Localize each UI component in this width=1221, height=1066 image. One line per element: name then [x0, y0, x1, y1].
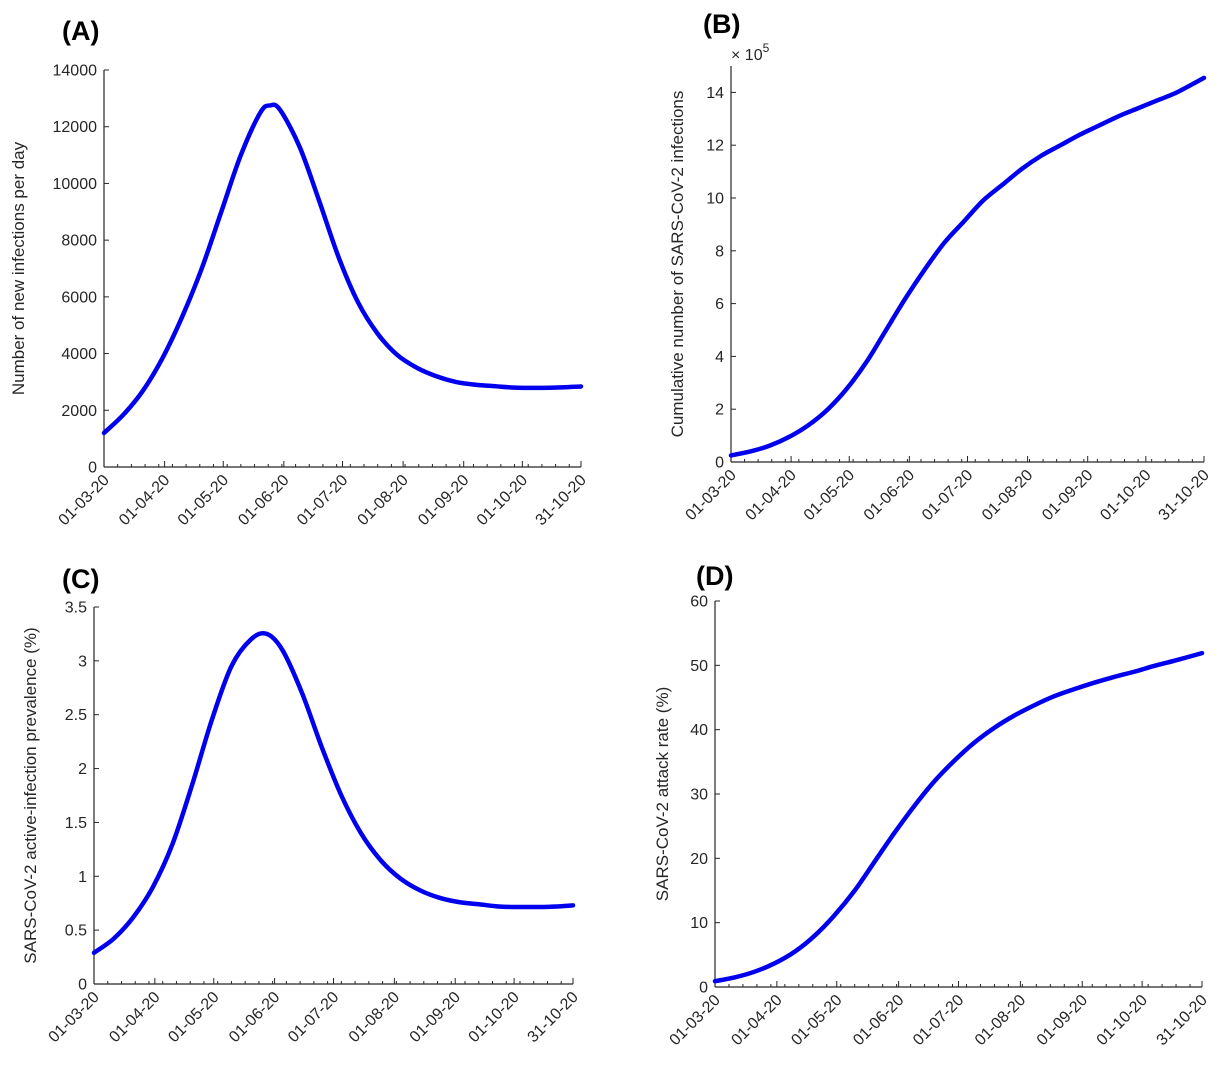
series-line — [728, 75, 1207, 458]
y-tick-label: 3.5 — [65, 600, 87, 617]
x-tick-label: 01-10-20 — [1097, 467, 1154, 524]
x-tick-label: 01-03-20 — [683, 467, 740, 524]
x-tick-label: 01-07-20 — [285, 989, 342, 1046]
x-tick-label: 01-03-20 — [667, 992, 724, 1049]
x-tick-label: 31-10-20 — [1154, 992, 1211, 1049]
y-tick-label: 60 — [690, 594, 708, 611]
y-tick-label: 2.5 — [65, 707, 87, 724]
y-tick-label: 20 — [690, 851, 708, 868]
y-tick-label: 0 — [88, 460, 97, 477]
x-tick-label: 01-08-20 — [355, 472, 412, 529]
x-tick-label: 01-05-20 — [788, 992, 845, 1049]
y-tick-label: 0 — [78, 977, 87, 994]
series-line — [91, 631, 576, 956]
x-tick-label: 01-08-20 — [346, 989, 403, 1046]
y-tick-label: 6000 — [61, 289, 97, 306]
y-exponent-label: × 105 — [731, 41, 770, 64]
x-tick-label: 01-09-20 — [407, 989, 464, 1046]
x-tick-label: 01-05-20 — [165, 989, 222, 1046]
y-tick-label: 12 — [706, 138, 724, 155]
y-tick-label: 8000 — [61, 233, 97, 250]
x-tick-label: 31-10-20 — [533, 472, 590, 529]
y-tick-label: 1.5 — [65, 815, 87, 832]
y-tick-label: 6 — [715, 296, 724, 313]
x-tick-label: 01-04-20 — [743, 467, 800, 524]
series-line — [101, 102, 584, 436]
series-line — [712, 650, 1205, 984]
y-tick-label: 0 — [699, 980, 708, 997]
panel-label: (C) — [62, 564, 99, 594]
x-tick-label: 01-04-20 — [106, 989, 163, 1046]
panel-label: (B) — [703, 9, 740, 39]
panel-a: (A) 0 2000 4000 6000 8000 10000 12000 14000 01-03… — [9, 16, 590, 529]
y-tick-label: 40 — [690, 722, 708, 739]
x-tick-label: 31-10-20 — [525, 989, 582, 1046]
y-axis-label: SARS-CoV-2 active-infection prevalence (… — [21, 627, 40, 963]
x-tick-label: 01-03-20 — [56, 472, 113, 529]
x-tick-label: 01-07-20 — [919, 467, 976, 524]
x-tick-label: 01-09-20 — [1039, 467, 1096, 524]
panel-c: (C) 0 0.5 1 1.5 2 2.5 3 3.5 01-03-20 01-04-20 01-05… — [21, 564, 582, 1046]
y-axis-label: Cumulative number of SARS-CoV-2 infectio… — [668, 91, 687, 438]
x-tick-label: 01-04-20 — [728, 992, 785, 1049]
y-tick-label: 30 — [690, 787, 708, 804]
y-tick-label: 2000 — [61, 403, 97, 420]
y-tick-label: 10000 — [53, 176, 98, 193]
y-tick-label: 2 — [78, 761, 87, 778]
y-tick-label: 4 — [715, 349, 724, 366]
x-tick-label: 01-09-20 — [415, 472, 472, 529]
x-tick-label: 01-08-20 — [972, 992, 1029, 1049]
x-tick-label: 01-06-20 — [850, 992, 907, 1049]
x-tick-label: 01-06-20 — [235, 472, 292, 529]
x-tick-label: 01-10-20 — [1094, 992, 1151, 1049]
y-axis-label: Number of new infections per day — [9, 141, 28, 395]
x-tick-label: 01-05-20 — [175, 472, 232, 529]
x-tick-label: 01-10-20 — [466, 989, 523, 1046]
x-tick-label: 01-06-20 — [226, 989, 283, 1046]
x-tick-label: 01-03-20 — [46, 989, 103, 1046]
x-tick-label: 01-08-20 — [979, 467, 1036, 524]
x-tick-label: 01-09-20 — [1034, 992, 1091, 1049]
y-tick-label: 4000 — [61, 346, 97, 363]
y-tick-label: 0.5 — [65, 923, 87, 940]
x-tick-label: 01-04-20 — [116, 472, 173, 529]
y-tick-label: 14 — [706, 85, 724, 102]
x-tick-label: 01-07-20 — [294, 472, 351, 529]
y-tick-label: 3 — [78, 653, 87, 670]
y-tick-label: 12000 — [53, 119, 98, 136]
panel-d: (D) 0 10 20 30 40 50 60 01-03-20 01-04-20 01-05-20… — [653, 561, 1211, 1049]
panel-label: (D) — [696, 561, 733, 591]
y-tick-label: 1 — [78, 869, 87, 886]
y-tick-label: 10 — [690, 915, 708, 932]
y-axis-label: SARS-CoV-2 attack rate (%) — [653, 687, 672, 901]
x-tick-label: 01-07-20 — [910, 992, 967, 1049]
y-tick-label: 8 — [715, 243, 724, 260]
y-tick-label: 2 — [715, 402, 724, 419]
x-tick-label: 01-05-20 — [801, 467, 858, 524]
y-tick-label: 14000 — [53, 63, 98, 80]
x-tick-label: 31-10-20 — [1156, 467, 1213, 524]
x-tick-label: 01-06-20 — [861, 467, 918, 524]
y-tick-label: 10 — [706, 191, 724, 208]
x-tick-label: 01-10-20 — [474, 472, 531, 529]
y-tick-label: 0 — [715, 455, 724, 472]
panel-label: (A) — [62, 16, 99, 46]
y-tick-label: 50 — [690, 658, 708, 675]
